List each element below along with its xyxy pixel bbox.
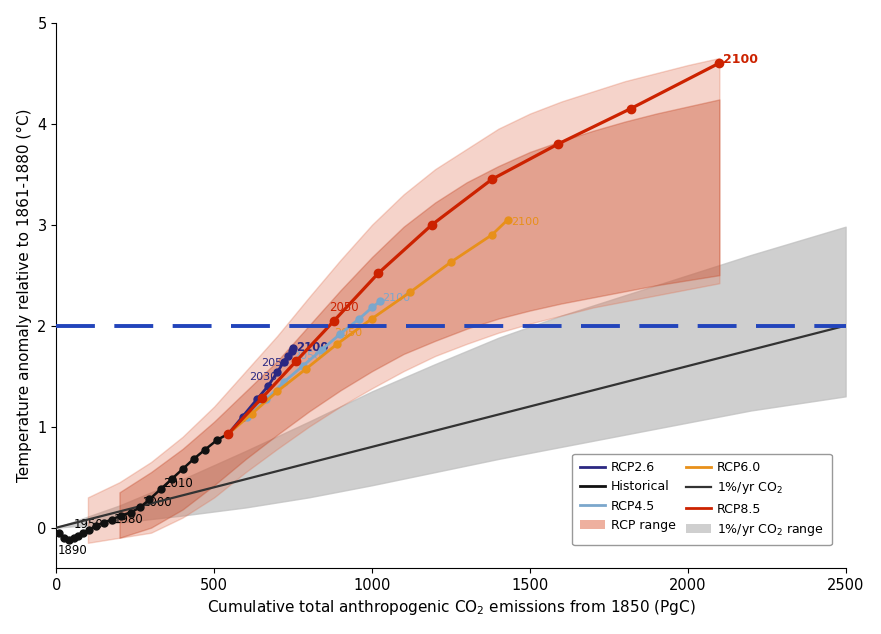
Text: 2000: 2000 [143,496,172,509]
Text: 2050: 2050 [293,351,322,361]
Text: 2030: 2030 [249,372,277,382]
Text: 2050: 2050 [329,301,359,313]
Text: 2100: 2100 [723,53,759,66]
Y-axis label: Temperature anomaly relative to 1861-1880 (°C): Temperature anomaly relative to 1861-188… [17,108,32,482]
Text: 2050: 2050 [262,358,290,368]
Text: 1950: 1950 [74,518,103,531]
Text: 2010: 2010 [163,477,193,489]
Legend: RCP2.6, Historical, RCP4.5, RCP range, RCP6.0, 1%/yr CO$_2$, RCP8.5, 1%/yr CO$_2: RCP2.6, Historical, RCP4.5, RCP range, R… [573,454,832,545]
Text: 1980: 1980 [115,513,144,526]
Text: 2050: 2050 [334,328,362,338]
Text: 1890: 1890 [58,545,88,557]
Text: 2100: 2100 [511,217,539,227]
Text: 2100: 2100 [382,294,411,304]
Text: 2100: 2100 [296,341,328,354]
X-axis label: Cumulative total anthropogenic CO$_2$ emissions from 1850 (PgC): Cumulative total anthropogenic CO$_2$ em… [207,598,695,618]
